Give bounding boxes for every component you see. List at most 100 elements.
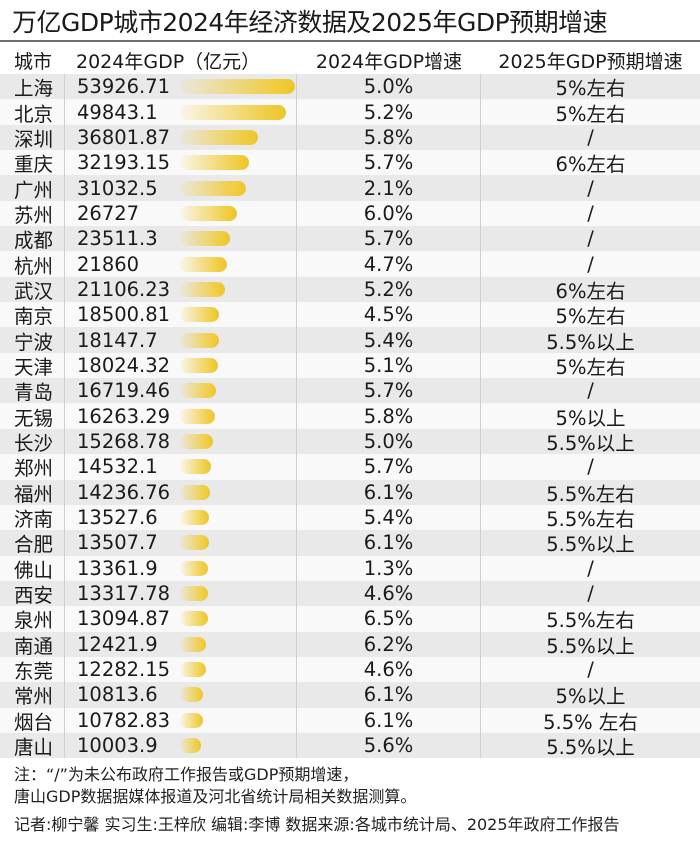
cell-city: 烟台	[0, 707, 65, 734]
cell-growth-2024: 5.4%	[297, 327, 481, 353]
gdp-bar	[180, 459, 211, 475]
table-header: 城市 2024年GDP（亿元） 2024年GDP增速 2025年GDP预期增速	[0, 46, 700, 74]
table-body: 上海 53926.71 5.0% 5%左右 北京 49843.1 5.2% 5%左右 深圳 368…	[0, 74, 700, 759]
gdp-bar	[180, 129, 258, 145]
gdp-value: 26727	[77, 201, 140, 225]
cell-growth-2024: 5.0%	[297, 428, 481, 455]
header-growth-2024: 2024年GDP增速	[315, 50, 463, 73]
gdp-value: 49843.1	[77, 100, 158, 124]
cell-growth-2025: 5%左右	[555, 355, 626, 379]
gdp-value: 13317.78	[77, 582, 171, 606]
credits: 记者:柳宁馨 实习生:王梓欣 编辑:李博 数据来源:各城市统计局、2025年政府…	[14, 815, 620, 834]
cell-growth-2025: 5%以上	[555, 406, 626, 430]
footnote: 注：“/”为未公布政府工作报告或GDP预期增速， 唐山GDP数据据媒体报道及河北…	[14, 764, 416, 808]
cell-city: 天津	[0, 352, 65, 379]
gdp-bar	[180, 738, 201, 754]
cell-growth-2025: 5.5%以上	[546, 431, 635, 455]
cell-city: 唐山	[0, 732, 65, 759]
table-row: 合肥 13507.7 6.1% 5.5%以上	[0, 530, 700, 557]
cell-gdp: 21860	[65, 251, 297, 277]
cell-growth-2024: 5.8%	[297, 403, 481, 429]
header-gdp-2024: 2024年GDP（亿元）	[76, 50, 261, 73]
gdp-value: 14532.1	[77, 455, 158, 479]
table-row: 西安 13317.78 4.6% /	[0, 580, 700, 607]
gdp-value: 12282.15	[77, 658, 171, 682]
cell-growth-2025: /	[587, 658, 594, 682]
cell-gdp: 13507.7	[65, 530, 297, 556]
cell-gdp: 12421.9	[65, 631, 297, 657]
gdp-bar	[180, 281, 225, 297]
cell-growth-2025: 5%左右	[555, 305, 626, 329]
table-row: 佛山 13361.9 1.3% /	[0, 555, 700, 582]
table-row: 泉州 13094.87 6.5% 5.5%左右	[0, 606, 700, 633]
gdp-value: 23511.3	[77, 227, 158, 251]
cell-city: 北京	[0, 99, 65, 126]
cell-gdp: 18500.81	[65, 302, 297, 328]
cell-gdp: 13094.87	[65, 606, 297, 632]
table-row: 重庆 32193.15 5.7% 6%左右	[0, 150, 700, 176]
cell-growth-2024: 4.6%	[297, 580, 481, 607]
cell-gdp: 14236.76	[65, 479, 297, 505]
cell-city: 福州	[0, 479, 65, 506]
cell-city: 成都	[0, 226, 65, 252]
cell-city: 重庆	[0, 150, 65, 176]
cell-gdp: 26727	[65, 200, 297, 227]
cell-growth-2024: 5.7%	[297, 454, 481, 480]
cell-growth-2024: 5.1%	[297, 352, 481, 379]
cell-city: 济南	[0, 504, 65, 531]
cell-city: 深圳	[0, 124, 65, 151]
cell-growth-2025: /	[587, 176, 594, 200]
table-row: 无锡 16263.29 5.8% 5%以上	[0, 403, 700, 430]
cell-growth-2025: /	[587, 455, 594, 479]
gdp-value: 16719.46	[77, 379, 171, 403]
cell-growth-2024: 6.1%	[297, 707, 481, 733]
gdp-value: 13507.7	[77, 531, 158, 555]
gdp-bar	[180, 155, 249, 171]
cell-gdp: 12282.15	[65, 656, 297, 683]
table-row: 广州 31032.5 2.1% /	[0, 175, 700, 202]
cell-gdp: 13361.9	[65, 555, 297, 581]
cell-growth-2025: 5.5%左右	[546, 609, 635, 633]
cell-gdp: 53926.71	[65, 74, 297, 100]
cell-growth-2024: 6.1%	[297, 530, 481, 556]
gdp-bar	[180, 636, 206, 652]
cell-growth-2025: 5.5%以上	[546, 533, 635, 557]
table-row: 烟台 10782.83 6.1% 5.5% 左右	[0, 707, 700, 734]
cell-city: 苏州	[0, 200, 65, 227]
gdp-bar	[180, 332, 219, 348]
cell-growth-2024: 6.1%	[297, 682, 481, 708]
cell-gdp: 10003.9	[65, 732, 297, 759]
gdp-bar	[180, 611, 208, 627]
gdp-value: 31032.5	[77, 176, 158, 200]
cell-gdp: 49843.1	[65, 99, 297, 125]
cell-growth-2024: 5.7%	[297, 226, 481, 252]
table-row: 苏州 26727 6.0% /	[0, 200, 700, 227]
cell-city: 武汉	[0, 276, 65, 303]
cell-growth-2024: 5.8%	[297, 124, 481, 151]
table-row: 常州 10813.6 6.1% 5%以上	[0, 682, 700, 708]
gdp-value: 10813.6	[77, 683, 158, 707]
gdp-bar	[180, 408, 215, 424]
cell-growth-2025: 6%左右	[555, 279, 626, 303]
header-growth-2025: 2025年GDP预期增速	[498, 50, 683, 73]
cell-gdp: 18147.7	[65, 327, 297, 353]
table-row: 杭州 21860 4.7% /	[0, 251, 700, 278]
gdp-value: 53926.71	[77, 75, 171, 99]
table-row: 青岛 16719.46 5.7% /	[0, 378, 700, 404]
cell-gdp: 23511.3	[65, 226, 297, 252]
cell-growth-2024: 6.0%	[297, 200, 481, 227]
table-row: 唐山 10003.9 5.6% 5.5%以上	[0, 732, 700, 759]
cell-growth-2025: /	[587, 227, 594, 251]
gdp-value: 10003.9	[77, 734, 158, 758]
cell-growth-2024: 2.1%	[297, 175, 481, 201]
gdp-bar	[180, 662, 206, 678]
cell-gdp: 13317.78	[65, 580, 297, 607]
gdp-bar	[180, 433, 213, 449]
cell-growth-2025: /	[587, 379, 594, 403]
cell-city: 广州	[0, 175, 65, 202]
gdp-bar	[180, 256, 227, 272]
gdp-bar	[180, 205, 237, 221]
gdp-value: 21860	[77, 252, 140, 276]
gdp-value: 15268.78	[77, 429, 171, 453]
cell-growth-2025: 5%左右	[555, 77, 626, 101]
